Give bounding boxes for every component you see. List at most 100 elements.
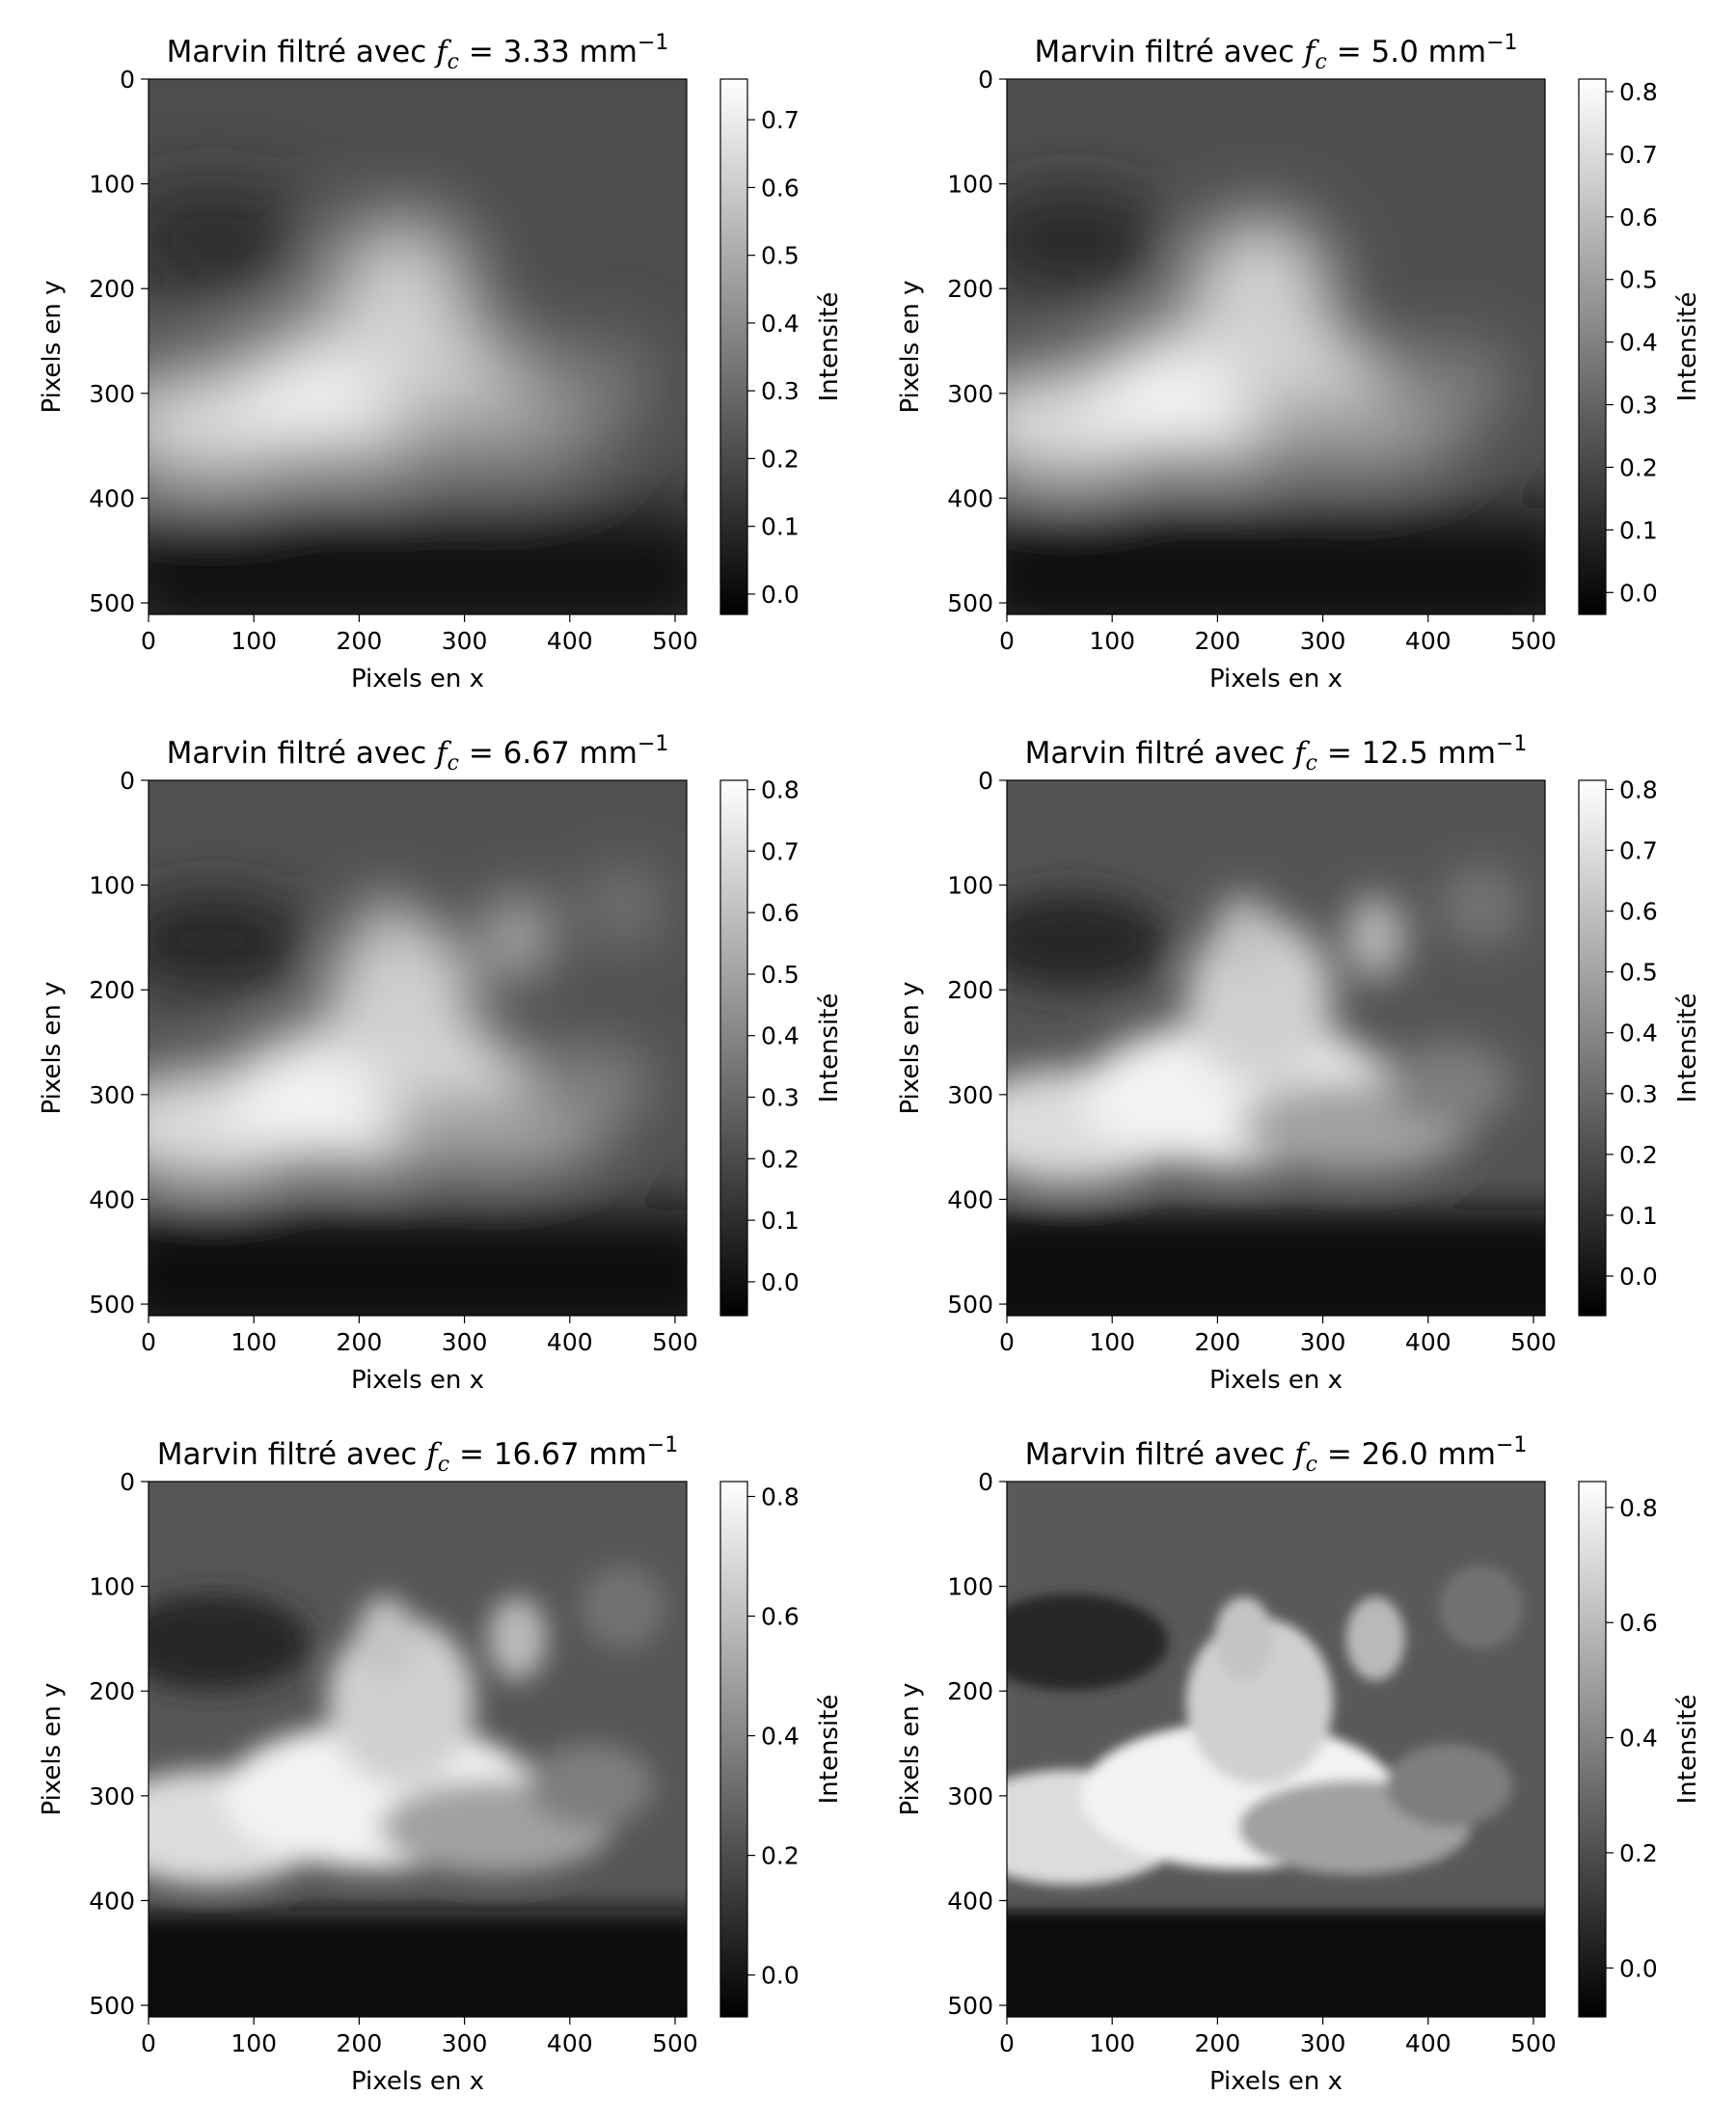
colorbar-tick-label: 0.6 — [761, 174, 800, 202]
axes-frame — [148, 78, 688, 615]
x-tick-label: 0 — [141, 627, 156, 655]
y-tick-label: 0 — [120, 1468, 135, 1496]
y-tick-label: 100 — [89, 1573, 135, 1601]
y-tick-label: 200 — [89, 976, 135, 1004]
y-axis-label: Pixels en y — [38, 280, 67, 413]
x-tick-label: 200 — [337, 2029, 383, 2057]
y-tick-label: 500 — [947, 1992, 993, 2020]
y-tick-label: 400 — [89, 1887, 135, 1915]
heatmap-bright-region — [528, 1743, 655, 1828]
y-tick-label: 100 — [947, 1573, 993, 1601]
colorbar-tick-label: 0.5 — [1619, 266, 1658, 294]
y-tick-label: 300 — [947, 1081, 993, 1109]
colorbar — [1578, 779, 1607, 1317]
colorbar-tick-label: 0.7 — [1619, 141, 1658, 169]
y-tick-label: 0 — [120, 66, 135, 94]
heatmap-bright-region — [1345, 895, 1405, 980]
heatmap-image-0 — [149, 79, 687, 614]
chart-title: Marvin filtré avec fc = 3.33 mm−1 — [167, 31, 669, 74]
y-tick-label: 300 — [89, 1081, 135, 1109]
colorbar-tick-label: 0.8 — [1619, 78, 1658, 106]
colorbar-tick-label: 0.2 — [761, 1145, 800, 1173]
colorbar-tick-label: 0.4 — [1619, 329, 1658, 357]
x-tick-label: 100 — [1089, 2029, 1135, 2057]
colorbar-tick-label: 0.6 — [761, 899, 800, 927]
heatmap-image-1 — [1007, 79, 1545, 614]
y-tick-label: 200 — [947, 976, 993, 1004]
colorbar-tick-label: 0.7 — [761, 837, 800, 865]
colorbar-tick-label: 0.6 — [1619, 1609, 1658, 1637]
colorbar-tick-label: 0.0 — [1619, 579, 1658, 607]
x-tick-label: 500 — [1510, 627, 1557, 655]
x-tick-label: 200 — [1195, 1328, 1241, 1356]
colorbar — [719, 78, 748, 615]
heatmap-image-3 — [1007, 780, 1545, 1316]
colorbar-tick-label: 0.2 — [1619, 1141, 1658, 1169]
heatmap-dark-region — [149, 1911, 687, 2017]
colorbar-label: Intensité — [815, 993, 844, 1103]
x-tick-label: 300 — [442, 627, 488, 655]
heatmap-bright-region — [1185, 215, 1334, 383]
heatmap-dark-region — [149, 1210, 687, 1316]
y-axis-label: Pixels en y — [896, 1682, 925, 1815]
x-tick-label: 300 — [1300, 1328, 1346, 1356]
colorbar-tick-label: 0.3 — [761, 377, 800, 405]
x-tick-label: 500 — [652, 1328, 698, 1356]
x-tick-label: 500 — [652, 627, 698, 655]
heatmap-image-5 — [1007, 1482, 1545, 2017]
y-axis-label: Pixels en y — [896, 981, 925, 1114]
heatmap-bright-region — [1438, 863, 1524, 948]
heatmap-bright-region — [327, 215, 475, 383]
colorbar-tick-label: 0.6 — [1619, 204, 1658, 231]
y-tick-label: 0 — [120, 767, 135, 795]
y-tick-label: 0 — [978, 1468, 993, 1496]
x-tick-label: 500 — [652, 2029, 698, 2057]
y-tick-label: 500 — [89, 1992, 135, 2020]
colorbar-tick-label: 0.2 — [761, 445, 800, 473]
colorbar-tick-label: 0.4 — [761, 1723, 800, 1751]
colorbar-label: Intensité — [815, 292, 844, 402]
chart-title: Marvin filtré avec fc = 5.0 mm−1 — [1034, 31, 1517, 74]
heatmap-bright-region — [1214, 895, 1274, 980]
colorbar-tick-label: 0.5 — [761, 961, 800, 989]
colorbar-tick-label: 0.1 — [1619, 516, 1658, 544]
heatmap-dark-patch — [1007, 892, 1169, 990]
colorbar-label: Intensité — [1673, 993, 1702, 1103]
colorbar-tick-label: 0.8 — [761, 1483, 800, 1511]
chart-title: Marvin filtré avec fc = 26.0 mm−1 — [1025, 1433, 1528, 1477]
heatmap-dark-region — [1007, 508, 1545, 614]
x-axis-label: Pixels en x — [351, 665, 484, 694]
heatmap-bright-region — [528, 1042, 655, 1127]
heatmap-image-4 — [149, 1482, 687, 2017]
colorbar-tick-label: 0.6 — [1619, 898, 1658, 926]
x-tick-label: 100 — [231, 2029, 277, 2057]
chart-title: Marvin filtré avec fc = 16.67 mm−1 — [157, 1433, 678, 1477]
x-tick-label: 400 — [547, 1328, 593, 1356]
axes-frame — [148, 1481, 688, 2018]
x-axis-label: Pixels en x — [1209, 1366, 1343, 1395]
colorbar-tick-label: 0.3 — [761, 1084, 800, 1112]
colorbar-tick-label: 0.4 — [1619, 1725, 1658, 1753]
heatmap-dark-region — [149, 508, 687, 614]
heatmap-bright-region — [580, 863, 665, 948]
x-tick-label: 0 — [999, 627, 1015, 655]
heatmap-dark-region — [1007, 1911, 1545, 2017]
y-tick-label: 200 — [89, 275, 135, 303]
colorbar — [719, 1481, 748, 2018]
x-tick-label: 100 — [1089, 1328, 1135, 1356]
x-tick-label: 0 — [141, 1328, 156, 1356]
x-tick-label: 100 — [231, 1328, 277, 1356]
x-axis-label: Pixels en x — [351, 2067, 484, 2096]
x-axis-label: Pixels en x — [1209, 2067, 1343, 2096]
y-tick-label: 100 — [947, 872, 993, 900]
colorbar-tick-label: 0.5 — [761, 242, 800, 270]
chart-title: Marvin filtré avec fc = 6.67 mm−1 — [167, 732, 669, 775]
y-tick-label: 500 — [947, 1291, 993, 1319]
x-axis-label: Pixels en x — [1209, 665, 1343, 694]
y-tick-label: 100 — [89, 872, 135, 900]
y-tick-label: 300 — [89, 380, 135, 408]
colorbar-tick-label: 0.2 — [1619, 1839, 1658, 1867]
axes-frame — [1006, 779, 1546, 1317]
